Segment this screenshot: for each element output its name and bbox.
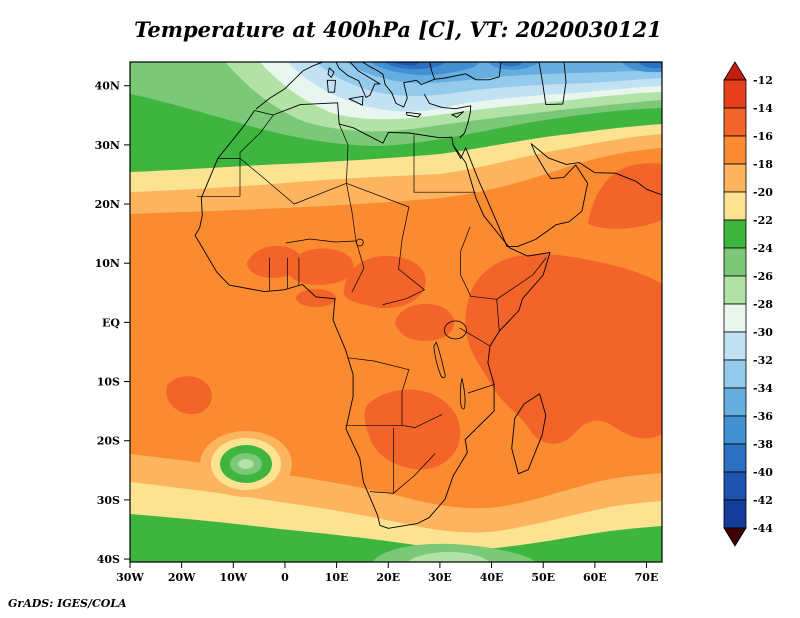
- map-area: [130, 62, 662, 562]
- colorbar-label: -34: [753, 382, 773, 395]
- colorbar-label: -24: [753, 242, 773, 255]
- colorbar-segment: [723, 303, 747, 333]
- iberia-france-coastline: [256, 62, 324, 110]
- italy-coastline: [335, 62, 381, 98]
- colorbar-segment: [723, 387, 747, 417]
- colorbar-segment: [723, 107, 747, 137]
- colorbar-segment: [723, 275, 747, 305]
- grads-credit: GrADS: IGES/COLA: [8, 597, 127, 610]
- lake-tanganyika: [433, 341, 446, 379]
- lakes: [355, 238, 467, 410]
- x-tick-label: 10E: [325, 571, 349, 584]
- colorbar-segment: [723, 471, 747, 501]
- country-borders: [196, 114, 547, 494]
- x-tick-label: 50E: [531, 571, 555, 584]
- y-tick-label: 30N: [95, 139, 120, 152]
- colorbar-label: -42: [753, 494, 773, 507]
- lake-chad: [355, 238, 364, 247]
- sicily-coastline: [348, 95, 364, 106]
- colorbar-segment: [723, 163, 747, 193]
- colorbar-label: -22: [753, 214, 773, 227]
- colorbar-segment: [723, 499, 747, 529]
- bulgaria-coastline: [429, 62, 436, 80]
- colorbar-label: -12: [753, 74, 773, 87]
- temp-field-eddy: [200, 431, 292, 497]
- x-tick-label: 0: [281, 571, 289, 584]
- colorbar-label: -36: [753, 410, 773, 423]
- x-axis: 30W 20W 10W 0 10E 20E 30E 40E 50E 60E 70E: [116, 562, 658, 584]
- colorbar-label: -40: [753, 466, 773, 479]
- y-tick-label: 10N: [95, 257, 120, 270]
- colorbar-label: -14: [753, 102, 773, 115]
- y-tick-label: 20S: [97, 435, 120, 448]
- colorbar-label: -26: [753, 270, 773, 283]
- colorbar-segment: [723, 331, 747, 361]
- colorbar-label: -44: [753, 522, 773, 535]
- colorbar-segment: [723, 443, 747, 473]
- sinai-coastline: [452, 144, 467, 159]
- y-tick-label: 20N: [95, 198, 120, 211]
- lake-malawi: [459, 378, 466, 410]
- coastlines: [194, 62, 662, 529]
- y-tick-label: 10S: [97, 376, 120, 389]
- y-tick-label: 40S: [97, 553, 120, 566]
- y-axis: 40N 30N 20N 10N EQ 10S 20S 30S 40S: [95, 80, 130, 566]
- plot-frame: [129, 61, 663, 563]
- x-tick-label: 30E: [428, 571, 452, 584]
- turkey-levant-coastline: [423, 94, 472, 138]
- corsica-coastline: [327, 67, 335, 78]
- x-tick-label: 20E: [376, 571, 400, 584]
- x-tick-label: 40E: [480, 571, 504, 584]
- y-tick-label: 30S: [97, 494, 120, 507]
- colorbar-segment: [723, 247, 747, 277]
- arabia-iran-coastline: [465, 143, 662, 248]
- y-tick-label: 40N: [95, 80, 120, 93]
- madagascar-coastline: [511, 393, 547, 475]
- caspian-coastline: [538, 62, 567, 106]
- temp-field-north-bands: [130, 62, 662, 214]
- colorbar-segment: [723, 191, 747, 221]
- x-tick-label: 20W: [168, 571, 196, 584]
- colorbar-label: -30: [753, 326, 773, 339]
- cyprus-coastline: [451, 111, 465, 118]
- colorbar-label: -38: [753, 438, 773, 451]
- colorbar-segment: [723, 135, 747, 165]
- colorbar-segment: [723, 219, 747, 249]
- x-tick-label: 10W: [219, 571, 247, 584]
- x-tick-label: 30W: [116, 571, 144, 584]
- temp-field-south-bands: [130, 454, 662, 562]
- x-tick-label: 70E: [635, 571, 659, 584]
- balkans-blacksea-coastline: [361, 62, 502, 108]
- colorbar-segment: [723, 415, 747, 445]
- colorbar: -12 -14 -16 -18 -20 -22 -24 -26 -28 -30 -32 -34 -36 -…: [723, 61, 773, 547]
- lake-victoria: [443, 320, 467, 340]
- colorbar-arrow-bottom: [723, 527, 747, 547]
- colorbar-label: -20: [753, 186, 773, 199]
- x-tick-label: 60E: [583, 571, 607, 584]
- crete-coastline: [405, 111, 422, 118]
- colorbar-label: -18: [753, 158, 773, 171]
- y-tick-label: EQ: [102, 316, 120, 329]
- sardinia-coastline: [326, 79, 336, 93]
- colorbar-label: -16: [753, 130, 773, 143]
- africa-coastline: [194, 102, 551, 529]
- colorbar-label: -28: [753, 298, 773, 311]
- plot-title: Temperature at 400hPa [C], VT: 202003012…: [134, 17, 662, 42]
- colorbar-segment: [723, 359, 747, 389]
- colorbar-label: -32: [753, 354, 773, 367]
- colorbar-segment: [723, 79, 747, 109]
